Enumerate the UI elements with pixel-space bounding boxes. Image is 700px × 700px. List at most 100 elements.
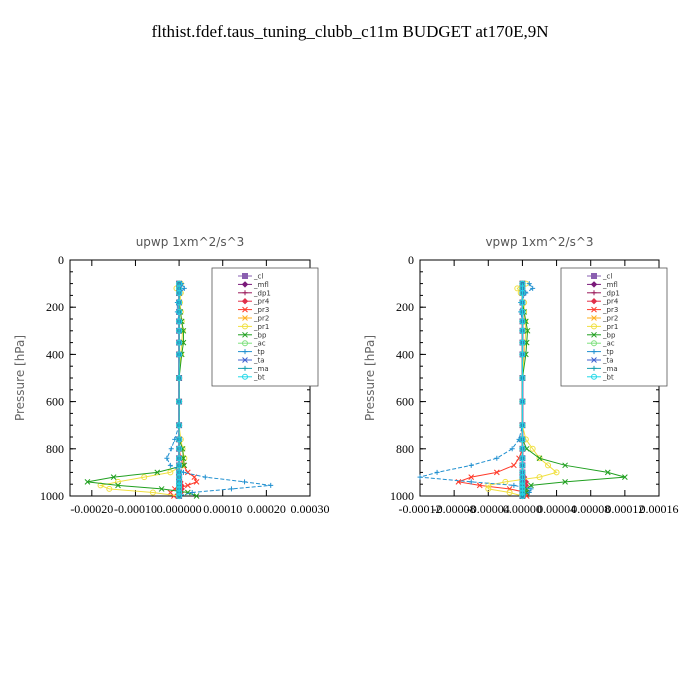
data-point xyxy=(176,436,183,443)
legend-item: _pr3 xyxy=(238,306,269,314)
data-point xyxy=(468,474,475,480)
legend-marker xyxy=(242,323,248,330)
data-point xyxy=(536,455,543,462)
y-tick-label: 400 xyxy=(46,347,64,361)
x-tick-label: -0.00020 xyxy=(70,502,113,516)
data-point xyxy=(176,493,183,499)
legend-marker xyxy=(590,297,598,305)
data-point xyxy=(519,489,526,496)
x-tick-label: 0.00004 xyxy=(537,502,576,516)
y-tick-label: 800 xyxy=(46,442,64,456)
legend-marker xyxy=(242,273,248,279)
data-point xyxy=(176,478,183,485)
legend-label: _mfl xyxy=(602,281,618,289)
legend-marker xyxy=(591,315,597,321)
legend-label: _bp xyxy=(253,331,267,339)
data-point xyxy=(523,339,530,346)
data-point xyxy=(519,493,526,499)
data-point xyxy=(268,482,274,488)
data-point xyxy=(519,478,526,485)
legend-item: _cl xyxy=(238,273,263,281)
legend-label: _pr1 xyxy=(253,323,269,331)
legend-item: _pr2 xyxy=(587,315,618,323)
y-tick-label: 600 xyxy=(396,395,414,409)
data-point xyxy=(526,489,532,495)
data-point xyxy=(167,469,174,476)
legend-marker xyxy=(591,323,597,330)
data-point xyxy=(417,474,423,480)
data-point xyxy=(519,327,526,334)
data-point xyxy=(242,479,248,485)
legend-item: _pr4 xyxy=(238,298,270,306)
legend-label: _bt xyxy=(253,373,265,381)
data-point xyxy=(509,446,515,452)
data-point xyxy=(176,290,183,297)
data-point xyxy=(176,308,183,315)
data-point xyxy=(519,290,526,297)
data-point xyxy=(167,462,173,468)
data-point xyxy=(115,482,121,489)
legend-item: _ta xyxy=(238,357,265,365)
legend-marker xyxy=(242,349,248,355)
y-tick-label: 600 xyxy=(46,395,64,409)
legend-item: _bp xyxy=(238,331,267,339)
data-point xyxy=(468,462,474,468)
data-point xyxy=(176,482,183,489)
series-line xyxy=(456,283,528,497)
legend-item: _pr4 xyxy=(587,298,619,306)
data-point xyxy=(528,486,534,492)
data-point xyxy=(176,299,183,306)
x-tick-label: 0.00030 xyxy=(291,502,330,516)
data-point xyxy=(110,474,117,480)
data-point xyxy=(506,489,513,496)
legend-marker xyxy=(242,340,248,347)
data-point xyxy=(176,455,183,462)
legend-label: _mfl xyxy=(253,281,269,289)
chart-title: vpwp 1xm^2/s^3 xyxy=(485,235,593,249)
legend-marker xyxy=(591,290,597,296)
data-point xyxy=(176,485,183,492)
data-point xyxy=(191,474,198,480)
legend-marker xyxy=(242,315,248,321)
data-point xyxy=(181,462,188,469)
data-point xyxy=(176,462,183,469)
data-point xyxy=(149,489,156,496)
legend-item: _ta xyxy=(587,357,614,365)
legend-marker xyxy=(242,306,248,313)
legend-label: _pr1 xyxy=(602,323,618,331)
legend-item: _ma xyxy=(238,365,269,373)
legend-label: _tp xyxy=(602,348,614,356)
data-point xyxy=(519,398,526,405)
data-point xyxy=(553,469,560,476)
legend-label: _ma xyxy=(253,365,269,373)
x-tick-label: -0.00012 xyxy=(399,502,442,516)
data-point xyxy=(168,446,174,452)
legend-item: _pr3 xyxy=(587,306,618,314)
legend-label: _bp xyxy=(602,331,616,339)
data-point xyxy=(604,469,611,476)
y-tick-label: 1000 xyxy=(40,489,64,503)
legend-marker xyxy=(242,365,248,371)
legend: _cl_mfl_dp1_pr4_pr3_pr2_pr1_bp_ac_tp_ta_… xyxy=(560,267,668,387)
data-point xyxy=(154,469,161,476)
legend-item: _ac xyxy=(238,340,266,348)
legend-item: _dp1 xyxy=(238,289,271,297)
x-tick-label: -0.00004 xyxy=(467,502,510,516)
legend-marker xyxy=(242,290,248,296)
data-point xyxy=(141,474,148,481)
x-tick-label: 0.00020 xyxy=(247,502,286,516)
x-tick-label: 0.00008 xyxy=(571,502,610,516)
legend-label: _pr4 xyxy=(602,298,619,306)
legend-label: _ac xyxy=(602,340,615,348)
data-point xyxy=(485,485,492,492)
y-tick-label: 0 xyxy=(408,253,414,267)
data-point xyxy=(536,474,543,481)
legend-label: _pr3 xyxy=(253,306,269,314)
legend-item: _bt xyxy=(238,373,265,381)
data-point xyxy=(176,375,183,381)
data-point xyxy=(180,327,187,334)
legend-label: _pr3 xyxy=(602,306,618,314)
data-point xyxy=(176,351,183,358)
data-point xyxy=(519,351,526,358)
